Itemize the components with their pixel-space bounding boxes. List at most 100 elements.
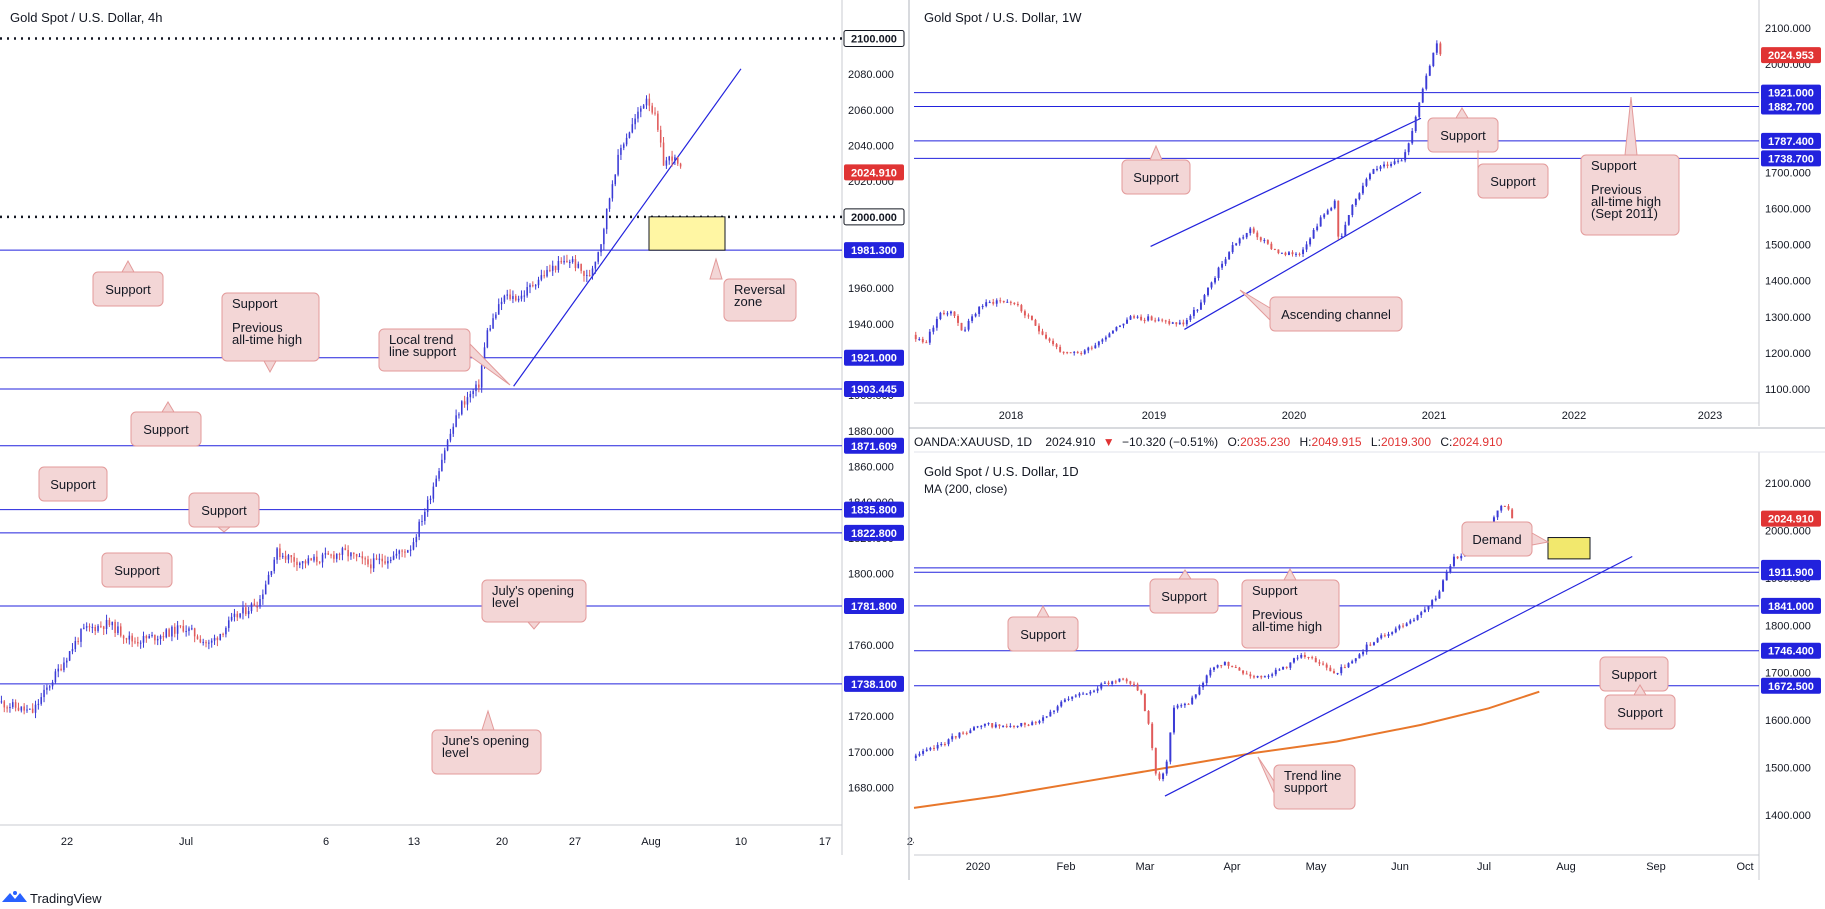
d1-candle-body <box>1325 664 1328 668</box>
h4-candle-body <box>9 707 11 709</box>
d1-candle-body <box>1082 693 1085 695</box>
h4-candle-body <box>299 563 301 566</box>
d1-level-tag-label: 1746.400 <box>1768 646 1814 658</box>
w1-candle-body <box>1210 282 1213 288</box>
h4-candle-body <box>94 627 96 631</box>
d1-level-tag-label: 1911.900 <box>1768 567 1813 579</box>
h4-callout-text: all-time high <box>232 332 302 347</box>
h4-x-tick-label: 17 <box>819 836 831 848</box>
h4-candle-body <box>122 635 125 639</box>
w1-candle-body <box>1372 169 1375 174</box>
h4-candle-body <box>191 628 193 630</box>
w1-candle-body <box>1235 243 1238 246</box>
h4-level-tag <box>844 524 904 541</box>
h4-x-tick-label: 6 <box>323 836 329 848</box>
d1-callout-box <box>1241 579 1340 649</box>
h4-candle-body <box>463 401 466 405</box>
h4-candle-body <box>156 638 159 641</box>
h4-candle-body <box>628 132 631 138</box>
d1-candle-body <box>1256 676 1259 678</box>
h4-y-tick-label: 1800.000 <box>848 569 894 581</box>
h4-candle-body <box>512 296 514 300</box>
w1-candle-body <box>1048 338 1051 341</box>
d1-candle-body <box>991 723 994 728</box>
w1-candle-body <box>1249 228 1252 234</box>
h4-candle-body <box>645 98 648 106</box>
w1-candle-body <box>1368 173 1371 180</box>
w1-x-tick-label: 2019 <box>1142 410 1166 422</box>
h4-callout-text: Support <box>143 422 189 437</box>
h4-candle-body <box>185 631 187 633</box>
d1-callout-text: Support <box>1617 705 1663 720</box>
d1-candle-body <box>1420 612 1423 616</box>
h4-level-tag <box>844 349 904 366</box>
w1-candle-body <box>928 331 931 343</box>
h4-candle-body <box>85 626 88 628</box>
w1-candle-body <box>1351 204 1354 215</box>
d1-trendlines <box>1164 555 1633 797</box>
w1-candle-body <box>1256 232 1259 238</box>
w1-candle-body <box>995 300 998 304</box>
h4-candle-body <box>17 707 20 711</box>
d1-candle-body <box>1216 665 1219 668</box>
d1-candle-body <box>1227 662 1230 666</box>
d1-candle-body <box>1274 669 1277 675</box>
w1-candle-body <box>1020 305 1023 312</box>
w1-candle-body <box>1386 164 1389 166</box>
h4-candle-body <box>659 129 662 143</box>
d1-candle-body <box>925 749 928 752</box>
w1-candle-body <box>1266 240 1269 244</box>
h4-candle-body <box>597 252 599 262</box>
chart-d1-panel[interactable]: 1400.000 1500.000 1600.000 1700.000 1800.000… <box>913 430 1825 880</box>
h4-level-tag <box>844 675 904 692</box>
chart-h4-panel[interactable]: 1680.0001700.0001720.0001740.0001760.000… <box>0 0 919 855</box>
d1-callout: Support <box>1007 604 1079 652</box>
d1-candle-body <box>1085 693 1088 695</box>
chart-w1-panel[interactable]: 1100.000 1200.000 1300.000 1400.000 1500.000… <box>914 0 1825 426</box>
w1-candle-body <box>1333 200 1336 209</box>
d1-zone-rect <box>1547 537 1591 560</box>
d1-candle-body <box>929 747 932 750</box>
w1-x-tick-label: 2018 <box>999 410 1023 422</box>
d1-candle-body <box>1031 722 1034 726</box>
w1-candle-body <box>1435 43 1438 53</box>
d1-candle-body <box>1242 670 1245 674</box>
h4-last-price-tag <box>844 164 904 181</box>
d1-ma200-line <box>913 690 1540 809</box>
h4-candle-body <box>381 558 383 562</box>
w1-candle-body <box>1319 217 1322 227</box>
footer-brand[interactable]: TradingView <box>30 891 102 906</box>
h4-candle-body <box>560 260 563 263</box>
h4-callout-box <box>481 579 587 623</box>
w1-candle-body <box>1231 245 1234 253</box>
w1-annotations: Support Support Support Support Previousall-… <box>1121 96 1680 332</box>
w1-candle-body <box>1115 326 1118 331</box>
h4-candle-body <box>588 275 591 277</box>
h4-candle-body <box>523 295 526 297</box>
h4-level-tag <box>844 437 904 454</box>
h4-candle-body <box>313 556 315 561</box>
h4-candle-body <box>77 641 79 643</box>
w1-candle-body <box>1337 200 1340 237</box>
w1-candle-body <box>1108 333 1111 338</box>
h4-candle-body <box>97 625 99 631</box>
w1-candle-body <box>1393 161 1396 164</box>
h4-x-tick-label: 13 <box>408 836 420 848</box>
w1-candle-body <box>1140 316 1143 320</box>
h4-candle-body <box>637 111 639 119</box>
d1-high: 2049.915 <box>1312 435 1362 449</box>
h4-candle-body <box>574 259 577 268</box>
d1-change: −10.320 (−0.51%) <box>1122 435 1218 449</box>
h4-candle-body <box>517 298 520 301</box>
w1-candle-body <box>1196 309 1199 311</box>
d1-candle-body <box>954 736 957 738</box>
d1-callout-text: Support <box>1611 667 1657 682</box>
w1-candle-body <box>1185 320 1188 325</box>
w1-candle-body <box>1354 199 1357 205</box>
d1-callout-box <box>1149 578 1219 614</box>
d1-candle-body <box>1332 671 1335 674</box>
d1-callout: Support <box>1599 656 1669 692</box>
h4-candle-body <box>554 265 557 271</box>
